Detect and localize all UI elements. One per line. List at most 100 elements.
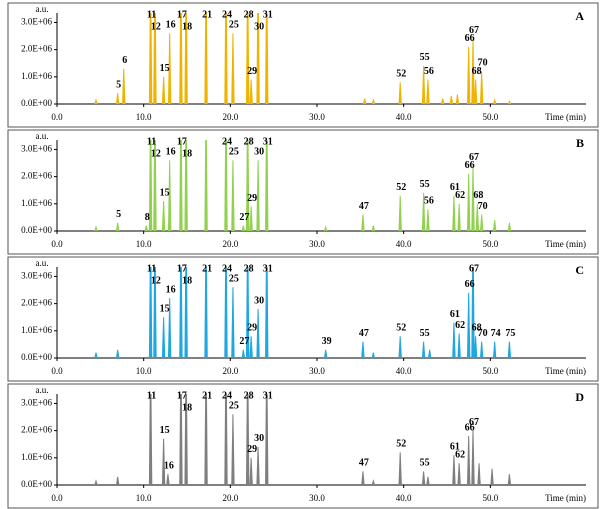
peak-label: 5 [116, 79, 121, 90]
x-axis-label: Time (min) [545, 366, 586, 376]
peak [466, 173, 471, 231]
peak [452, 455, 456, 485]
peak-label: 15 [160, 304, 170, 315]
x-tick-label: 30.0 [309, 366, 325, 376]
x-tick-label: 30.0 [309, 239, 325, 249]
x-tick-label: 0.0 [51, 493, 63, 503]
peak [265, 13, 269, 104]
peak [161, 76, 166, 104]
peak-label: 47 [359, 328, 369, 339]
peaks [94, 394, 512, 485]
peak [475, 203, 480, 231]
peak-label: 70 [478, 58, 488, 69]
peak [492, 98, 497, 104]
peak [256, 160, 260, 231]
x-tick-label: 10.0 [136, 112, 152, 122]
peak [479, 71, 484, 104]
peak [115, 349, 120, 358]
y-tick-label: 1.0E+06 [21, 452, 52, 462]
peak [473, 79, 478, 104]
peak [361, 341, 365, 358]
peak [184, 267, 188, 358]
peak-label: 18 [182, 275, 192, 286]
peak [148, 140, 153, 231]
panel: a.u. D 0.0E+00 1.0E+06 2.0E+06 3.0E+06 0.0 10.0… [7, 383, 599, 509]
peak [361, 471, 365, 485]
x-tick-label: 10.0 [136, 239, 152, 249]
peak-label: 67 [469, 25, 479, 36]
peak-label: 68 [472, 323, 482, 334]
peak [457, 463, 461, 485]
peak [507, 222, 512, 231]
x-tick-label: 10.0 [136, 366, 152, 376]
peak-label: 66 [465, 279, 475, 290]
peak [122, 68, 126, 104]
peak [148, 394, 153, 485]
peak-label: 30 [254, 433, 264, 444]
peak [249, 457, 253, 485]
peak [231, 414, 235, 485]
peak-label: 31 [263, 136, 273, 147]
peak-label: 31 [263, 263, 273, 274]
y-tick-label: 1.0E+06 [21, 198, 52, 208]
x-axis-label: Time (min) [545, 493, 586, 503]
y-tick-label: 1.0E+06 [21, 71, 52, 81]
peak [115, 93, 120, 104]
panel: a.u. B 0.0E+00 1.0E+06 2.0E+06 3.0E+06 0.0 10.0… [7, 129, 599, 255]
peak-label: 52 [396, 323, 406, 334]
peak [452, 195, 456, 231]
peaks [94, 140, 512, 231]
peak-label: 18 [182, 148, 192, 159]
peak [455, 94, 460, 104]
x-tick-label: 40.0 [396, 366, 412, 376]
peak [179, 267, 183, 358]
peak [473, 336, 478, 358]
peak [166, 474, 170, 485]
peak-label: 30 [254, 21, 264, 32]
peak-label: 15 [160, 425, 170, 436]
peak [466, 46, 471, 104]
peak [471, 267, 475, 358]
peak [361, 214, 365, 231]
peak-label: 6 [122, 55, 127, 66]
x-tick-label: 0.0 [51, 366, 63, 376]
peak-label: 18 [182, 402, 192, 413]
peak [153, 267, 157, 358]
peak-label: 74 [491, 328, 501, 339]
peak-label: 70 [478, 201, 488, 212]
peak-label: 21 [202, 390, 212, 401]
x-tick-label: 40.0 [396, 493, 412, 503]
peak [184, 140, 188, 231]
peak [265, 140, 269, 231]
x-tick-label: 50.0 [482, 366, 498, 376]
peak [421, 192, 426, 231]
peak-label: 67 [469, 263, 479, 274]
peak [241, 225, 246, 231]
peak-label: 11 [147, 136, 156, 147]
y-unit: a.u. [36, 385, 49, 395]
peak [265, 394, 269, 485]
peak-label: 62 [455, 450, 465, 461]
peaks [94, 267, 512, 358]
peak [471, 38, 475, 104]
peak-label: 47 [359, 458, 369, 469]
panel-title: A [575, 9, 584, 23]
peak-label: 21 [202, 9, 212, 20]
panel: a.u. A 0.0E+00 1.0E+06 2.0E+06 3.0E+06 0.0 10.0… [7, 2, 599, 128]
peak-label: 11 [147, 9, 156, 20]
panel-frame [7, 383, 599, 509]
y-tick-label: 3.0E+06 [21, 398, 52, 408]
peak-label: 25 [229, 401, 239, 412]
peak-label: 62 [455, 190, 465, 201]
peak-label: 67 [469, 152, 479, 163]
peak [115, 476, 120, 485]
peak-label: 68 [472, 66, 482, 77]
peak [426, 209, 430, 231]
peak [426, 79, 430, 104]
peak-label: 31 [263, 9, 273, 20]
peak [153, 140, 157, 231]
peak-label: 67 [469, 417, 479, 428]
peak [426, 476, 430, 485]
peak [204, 140, 208, 231]
panel-title: B [576, 136, 584, 150]
